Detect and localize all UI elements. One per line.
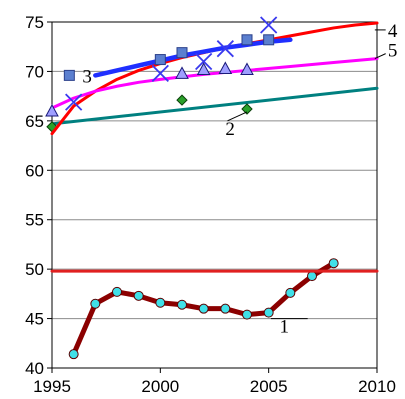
y-tick-label: 45 xyxy=(25,310,44,329)
y-tick-label: 65 xyxy=(25,112,44,131)
data-point xyxy=(45,103,59,117)
series-line xyxy=(50,57,379,110)
data-point xyxy=(241,34,253,46)
data-point xyxy=(328,258,339,269)
data-point xyxy=(263,307,274,318)
series-1 xyxy=(68,258,339,360)
data-point xyxy=(195,52,213,71)
curve-label-5: 5 xyxy=(388,41,398,62)
series-line xyxy=(93,37,293,78)
label-5-leader xyxy=(374,53,386,60)
data-point xyxy=(242,309,252,320)
curve-label-2: 2 xyxy=(225,119,235,140)
data-point xyxy=(241,103,253,115)
data-point xyxy=(260,16,278,34)
data-point xyxy=(90,298,101,309)
data-point xyxy=(154,54,166,66)
series-line xyxy=(50,86,379,126)
data-point xyxy=(285,287,296,298)
plot-frame xyxy=(51,21,378,369)
series-3 xyxy=(93,37,293,78)
data-point xyxy=(307,271,317,282)
curve-labels: 1 2 3 45 xyxy=(82,21,398,338)
data-point xyxy=(263,34,275,46)
y-axis-ticks: 40 45 50 55 60 65 70 75 xyxy=(25,13,52,378)
label-2-leader xyxy=(227,111,248,122)
data-point xyxy=(198,303,209,314)
data-point xyxy=(112,286,122,297)
y-tick-label: 70 xyxy=(25,62,44,81)
x-tick-label: 2010 xyxy=(358,377,396,396)
series-layer xyxy=(45,16,386,360)
x-tick-label: 2000 xyxy=(141,377,179,396)
data-point xyxy=(176,94,188,106)
y-tick-label: 50 xyxy=(25,260,44,279)
data-point xyxy=(177,299,187,310)
y-tick-label: 75 xyxy=(25,13,44,32)
data-point xyxy=(65,93,83,111)
data-point xyxy=(196,62,211,75)
data-point xyxy=(63,69,75,81)
curve-label-3: 3 xyxy=(82,66,92,87)
x-axis-ticks: 1995 2000 2005 2010 xyxy=(33,368,396,396)
x-tick-label: 1995 xyxy=(33,377,71,396)
series-5 xyxy=(50,57,379,110)
data-point xyxy=(176,47,188,59)
data-point xyxy=(151,64,169,83)
data-point xyxy=(218,61,233,74)
y-tick-label: 40 xyxy=(25,359,44,378)
data-point xyxy=(175,66,189,79)
data-point xyxy=(155,297,166,308)
series-unlabeled-9 xyxy=(45,61,254,117)
series-unlabeled-7 xyxy=(63,34,275,81)
series-unlabeled-8 xyxy=(65,16,278,111)
series-2 xyxy=(50,86,379,126)
data-point xyxy=(220,303,231,314)
x-tick-label: 2005 xyxy=(250,377,288,396)
curve-label-4: 4 xyxy=(388,21,398,42)
data-point xyxy=(216,40,234,58)
y-tick-label: 55 xyxy=(25,211,44,230)
curve-label-1: 1 xyxy=(280,316,290,337)
data-point xyxy=(133,290,144,301)
y-tick-label: 60 xyxy=(25,161,44,180)
data-point xyxy=(240,62,254,75)
axes xyxy=(51,21,378,369)
data-point xyxy=(68,349,79,360)
